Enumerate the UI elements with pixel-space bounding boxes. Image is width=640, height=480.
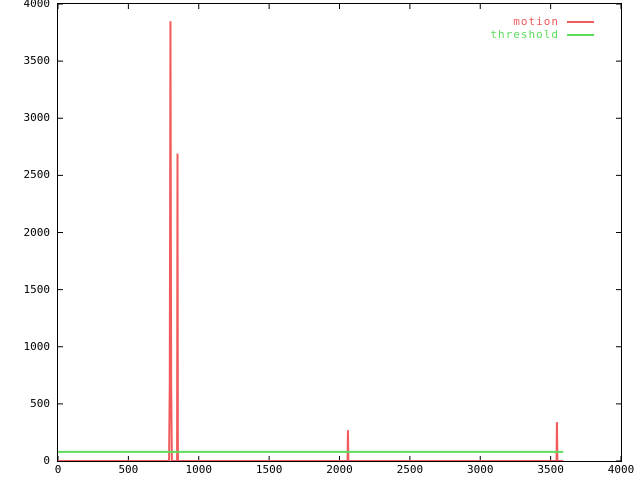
legend-label-motion: motion bbox=[513, 15, 559, 28]
x-tick-label: 500 bbox=[118, 463, 139, 476]
y-tick-label: 4000 bbox=[23, 0, 51, 10]
plot-area: motion threshold bbox=[57, 3, 622, 462]
legend-item-motion: motion bbox=[490, 15, 594, 28]
y-tick-label: 2000 bbox=[23, 225, 51, 239]
x-tick-label: 3500 bbox=[537, 463, 564, 476]
y-tick-label: 3500 bbox=[23, 54, 51, 68]
x-tick-label: 1500 bbox=[255, 463, 283, 476]
plot-series-svg bbox=[58, 4, 621, 461]
y-tick-label: 0 bbox=[43, 454, 50, 467]
y-tick-label: 3000 bbox=[23, 111, 51, 125]
legend-line-sample-threshold bbox=[567, 33, 594, 36]
x-tick-label: 4000 bbox=[607, 463, 635, 476]
legend: motion threshold bbox=[490, 15, 594, 41]
x-tick-label: 2000 bbox=[326, 463, 353, 476]
series-line-motion bbox=[58, 21, 564, 461]
legend-line-sample-motion bbox=[567, 20, 594, 23]
legend-item-threshold: threshold bbox=[490, 28, 594, 41]
x-tick-label: 1000 bbox=[185, 463, 213, 476]
legend-label-threshold: threshold bbox=[490, 28, 559, 41]
y-tick-label: 1000 bbox=[23, 339, 51, 353]
y-tick-label: 1500 bbox=[23, 282, 51, 296]
x-tick-label: 2500 bbox=[396, 463, 424, 476]
x-tick-label: 0 bbox=[54, 463, 62, 476]
y-tick-label: 2500 bbox=[23, 168, 51, 182]
x-tick-label: 3000 bbox=[467, 463, 494, 476]
y-tick-label: 500 bbox=[30, 396, 50, 410]
